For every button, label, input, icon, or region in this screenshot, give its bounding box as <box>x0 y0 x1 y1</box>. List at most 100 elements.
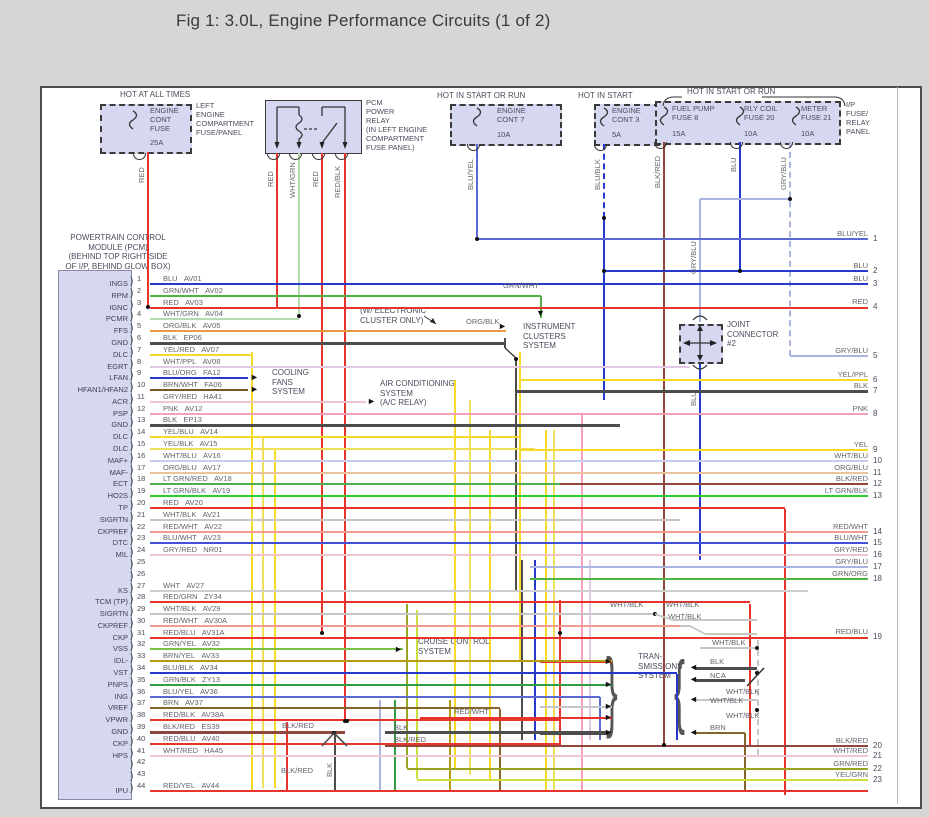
right-wire-number: 10 <box>873 456 882 465</box>
right-wire-label: YEL/PPL <box>837 370 868 379</box>
right-wire-label: WHT/RED <box>833 746 868 755</box>
wire-vertical <box>676 674 678 740</box>
wire-label-float: WHT/BLK <box>666 600 700 609</box>
wire-label: RED/WHT AV22 <box>163 522 223 531</box>
wire-vertical <box>334 733 336 790</box>
wire-vertical <box>251 352 253 790</box>
rly-coil-fuse-amps: 10A <box>744 129 758 138</box>
right-wire-label: RED/WHT <box>833 522 868 531</box>
wire-horizontal <box>540 661 612 663</box>
right-wire-number: 11 <box>873 468 882 477</box>
pcm-pin-number: 30 <box>137 616 146 625</box>
pcm-pin-number: 9 <box>137 368 142 377</box>
pcm-pin-bracket: ) <box>130 311 134 322</box>
wire-label: RED/YEL AV44 <box>163 781 220 790</box>
pcm-pin-number: 39 <box>137 722 146 731</box>
engine-cont-fuse-box <box>100 104 192 154</box>
ip-panel-label: I/P FUSE/ RELAY PANEL <box>846 100 871 136</box>
right-wire-label: BLU <box>853 274 868 283</box>
pcm-pin-number: 16 <box>137 451 146 460</box>
pcm-pin-bracket: ) <box>130 406 134 417</box>
wire-horizontal <box>150 377 248 379</box>
pcm-pin-bracket: ) <box>130 736 134 747</box>
pcm-pin-bracket: ) <box>130 323 134 334</box>
right-wire-label: LT GRN/BLK <box>824 486 868 495</box>
wire-vertical <box>521 560 523 740</box>
wire-label: YEL/BLU AV14 <box>163 427 218 436</box>
wire-label-float: BLK/RED <box>282 721 315 730</box>
right-wire-number: 22 <box>873 764 882 773</box>
junction-dot <box>345 719 349 723</box>
right-wire-number: 7 <box>873 386 878 395</box>
transmission-brace: } <box>606 640 618 739</box>
pcm-pin-number: 19 <box>137 486 146 495</box>
junction-dot <box>662 743 666 747</box>
wire-label-float: BLK <box>394 723 409 732</box>
wire-label: GRN/BLK ZY13 <box>163 675 221 684</box>
wire-label: LT GRN/RED AV18 <box>163 474 232 483</box>
wire-vertical <box>515 359 517 592</box>
wire-horizontal <box>695 679 745 682</box>
engine-cont-fuse-label: ENGINE CONT FUSE <box>150 106 179 133</box>
wire-horizontal <box>150 483 680 485</box>
arrow-left-icon: ◄ <box>689 674 698 684</box>
pcm-pin-bracket: ) <box>130 618 134 629</box>
cooling-fans-system-label: COOLING FANS SYSTEM <box>272 368 309 396</box>
pcm-pin-bracket: ) <box>130 347 134 358</box>
right-wire-number: 2 <box>873 266 878 275</box>
wire-label: LT GRN/BLK AV19 <box>163 486 231 495</box>
right-wire-label: GRY/RED <box>833 545 868 554</box>
wire-horizontal <box>705 633 757 635</box>
right-wire-label: GRY/BLU <box>835 346 868 355</box>
pcm-pin-bracket: ) <box>130 665 134 676</box>
wire-label-float: RED/BLK <box>333 165 342 198</box>
pcm-pin-bracket: ) <box>130 759 134 770</box>
pcm-pin-name: VPWR <box>105 715 129 724</box>
wire-vertical <box>545 430 547 790</box>
wire-horizontal <box>520 379 868 381</box>
wire-horizontal <box>150 283 868 285</box>
wire-horizontal <box>530 566 868 568</box>
junction-dot <box>653 612 657 616</box>
pcm-pin-bracket: ) <box>130 606 134 617</box>
pcm-pin-bracket: ) <box>130 394 134 405</box>
wire-label: BLK EP13 <box>163 415 202 424</box>
pcm-pin-number: 36 <box>137 687 146 696</box>
pcm-pin-name: SIGRTN <box>99 609 128 618</box>
wire-label-float: WHT/GRN <box>288 162 297 198</box>
right-wire-label: YEL <box>853 440 868 449</box>
junction-dot <box>558 631 562 635</box>
wire-horizontal <box>695 732 745 734</box>
wire-horizontal <box>150 696 600 698</box>
wire-horizontal <box>604 270 868 272</box>
wire-vertical <box>499 709 501 790</box>
wire-horizontal <box>530 578 868 580</box>
pcm-pin-name: LFAN <box>109 373 128 382</box>
wire-label: YEL/RED AV07 <box>163 345 220 354</box>
wire-vertical <box>784 509 786 795</box>
pcm-pin-bracket: ) <box>130 476 134 487</box>
wire-horizontal <box>150 672 677 674</box>
wire-label: BRN AV37 <box>163 698 203 707</box>
wire-horizontal <box>477 238 868 240</box>
wire-label: RED/BLK AV38A <box>163 710 225 719</box>
pcm-pin-name: KS <box>117 586 128 595</box>
pcm-pin-bracket: ) <box>130 370 134 381</box>
ac-system-label: AIR CONDITIONING SYSTEM (A/C RELAY) <box>380 379 455 407</box>
pcm-pin-bracket: ) <box>130 748 134 759</box>
pcm-connector-box <box>58 270 132 800</box>
pcm-pin-number: 14 <box>137 427 146 436</box>
pcm-pin-bracket: ) <box>130 689 134 700</box>
wire-vertical <box>603 144 605 218</box>
wire-label: RED/WHT AV30A <box>163 616 228 625</box>
wire-label-float: WHT/BLK <box>726 711 760 720</box>
pcm-pin-number: 11 <box>137 392 145 401</box>
pcm-pin-number: 24 <box>137 545 146 554</box>
wire-label-float: BLU/YEL <box>466 159 475 190</box>
wire-label: BLK EP06 <box>163 333 202 342</box>
wire-vertical <box>321 153 323 633</box>
wire-vertical <box>749 604 751 745</box>
pcm-pin-bracket: ) <box>130 653 134 664</box>
pcm-pin-name: VSS <box>112 644 128 653</box>
heading-hot-in-start-or-run-left: HOT IN START OR RUN <box>437 91 526 100</box>
